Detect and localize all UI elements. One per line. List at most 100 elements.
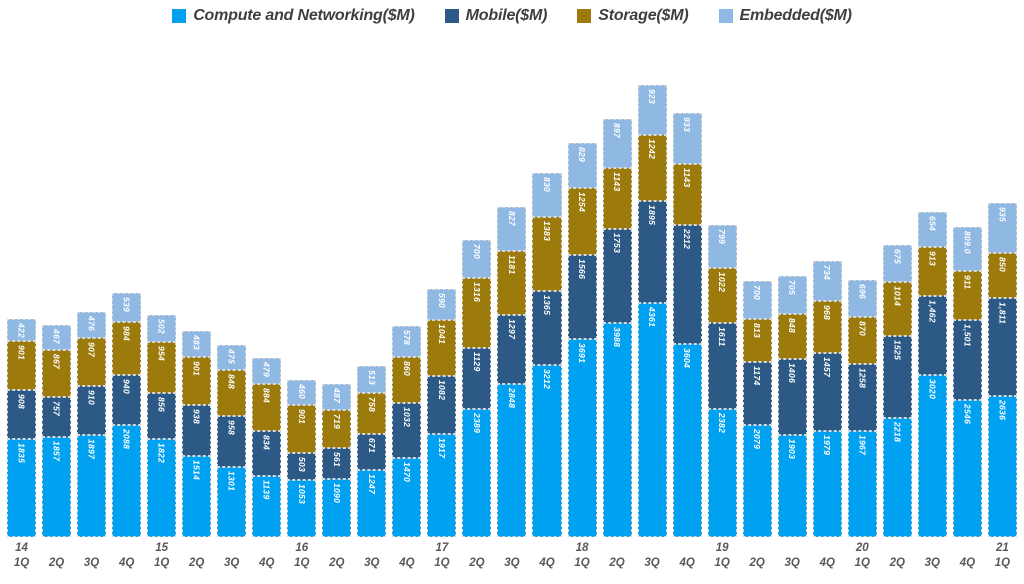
- x-axis-category: 14 1Q: [7, 541, 36, 571]
- segment-value-label: 1566: [577, 258, 588, 279]
- segment-value-label: 3691: [577, 342, 588, 363]
- x-axis-category: 2Q: [182, 541, 211, 571]
- segment-value-label: 911: [962, 274, 973, 290]
- bar-column: 487 719 561 1090: [322, 85, 352, 537]
- x-axis-category: 4Q: [112, 541, 141, 571]
- legend-label-storage: Storage($M): [598, 7, 689, 24]
- bar-segment-embedded: 654: [917, 212, 947, 248]
- stacked-bar: 829 1254 1566 3691: [567, 143, 597, 537]
- bar-segment-compute: 3020: [917, 374, 947, 537]
- segment-value-label: 848: [226, 374, 237, 390]
- segment-value-label: 1525: [892, 340, 903, 361]
- bar-segment-embedded: 829: [567, 143, 597, 188]
- stacked-bar: 799 1022 1611 2382: [707, 224, 737, 537]
- segment-value-label: 1917: [436, 438, 447, 459]
- bar-segment-embedded: 700: [742, 281, 772, 319]
- bar-column: 513 758 671 1247: [357, 85, 387, 537]
- stacked-bar: 923 1242 1895 4361: [637, 85, 667, 537]
- segment-value-label: 539: [121, 296, 132, 312]
- x-axis-category: 2Q: [603, 541, 632, 571]
- bar-segment-storage: 901: [7, 341, 37, 390]
- bar-segment-compute: 1917: [427, 434, 457, 537]
- x-axis-category: 3Q: [357, 541, 386, 571]
- bar-segment-mobile: 561: [322, 448, 352, 479]
- segment-value-label: 1297: [506, 318, 517, 339]
- segment-value-label: 827: [506, 210, 517, 226]
- x-axis-quarter-label: 1Q: [994, 557, 1011, 569]
- stacked-bar: 479 884 834 1139: [252, 357, 282, 537]
- legend-item-storage: Storage($M): [577, 7, 689, 25]
- bar-column: 467 867 757 1857: [42, 85, 72, 537]
- x-axis-category: 4Q: [532, 541, 561, 571]
- x-axis-category: 2Q: [883, 541, 912, 571]
- x-axis-category: 2Q: [322, 541, 351, 571]
- segment-value-label: 696: [857, 283, 868, 299]
- segment-value-label: 1383: [541, 221, 552, 242]
- segment-value-label: 984: [121, 325, 132, 341]
- x-axis-quarter-label: 2Q: [48, 557, 65, 569]
- x-axis-quarter-label: 4Q: [399, 557, 415, 569]
- segment-value-label: 870: [857, 321, 868, 337]
- bar-segment-compute: 2382: [707, 409, 737, 537]
- segment-value-label: 1,462: [927, 300, 938, 324]
- x-axis-year-label: [603, 541, 632, 556]
- x-axis-year-label: [357, 541, 386, 556]
- x-axis-year-label: [112, 541, 141, 556]
- segment-value-label: 1082: [436, 380, 447, 401]
- bar-segment-compute: 2079: [742, 425, 772, 537]
- x-axis-quarter-label: 2Q: [329, 557, 345, 569]
- x-axis-year-label: 19: [715, 542, 729, 554]
- x-axis-category: 17 1Q: [427, 541, 456, 571]
- x-axis-category: 3Q: [638, 541, 667, 571]
- bar-column: 700 813 1174 2079: [742, 85, 772, 537]
- segment-value-label: 2088: [121, 428, 132, 450]
- bar-segment-compute: 3604: [672, 343, 702, 537]
- bar-segment-embedded: 539: [112, 292, 142, 322]
- legend-item-embedded: Embedded($M): [718, 7, 852, 25]
- x-axis-category: 19 1Q: [708, 541, 737, 571]
- bar-segment-mobile: 1129: [462, 348, 492, 409]
- segment-value-label: 867: [51, 354, 62, 370]
- segment-value-label: 4361: [647, 306, 658, 328]
- bar-segment-embedded: 705: [777, 276, 807, 314]
- segment-value-label: 1181: [506, 255, 517, 275]
- bar-segment-mobile: 856: [147, 393, 177, 440]
- bar-segment-embedded: 809.0: [952, 227, 982, 271]
- segment-value-label: 940: [121, 378, 132, 394]
- bar-segment-embedded: 734: [812, 261, 842, 301]
- x-axis-year-label: [778, 541, 807, 556]
- legend-label-compute: Compute and Networking($M): [193, 7, 415, 24]
- x-axis-year-label: [392, 541, 421, 556]
- segment-value-label: 1174: [752, 366, 763, 386]
- segment-value-label: 502: [156, 319, 167, 335]
- bar-segment-mobile: 503: [287, 453, 317, 481]
- segment-value-label: 1611: [717, 326, 728, 347]
- bar-segment-embedded: 578: [392, 325, 422, 357]
- segment-value-label: 856: [156, 397, 167, 413]
- x-axis-quarter-label: 4Q: [819, 557, 835, 569]
- x-axis-category: 2Q: [462, 541, 491, 571]
- segment-value-label: 513: [366, 369, 377, 385]
- x-axis-quarter-label: 2Q: [609, 557, 625, 569]
- x-axis-year-label: 17: [435, 542, 449, 554]
- bar-column: 734 968 1457 1979: [812, 85, 842, 537]
- segment-value-label: 1247: [366, 474, 377, 495]
- stacked-bar: 935 850 1,811 2636: [987, 202, 1017, 537]
- segment-value-label: 1041: [436, 324, 447, 345]
- bar-segment-storage: 911: [952, 270, 982, 320]
- x-axis-category: 2Q: [743, 541, 772, 571]
- x-axis-category: 3Q: [778, 541, 807, 571]
- bar-segment-storage: 1022: [707, 267, 737, 323]
- bar-segment-mobile: 1,462: [917, 296, 947, 375]
- bar-segment-embedded: 799: [707, 224, 737, 268]
- bar-segment-compute: 1247: [357, 470, 387, 537]
- bar-segment-storage: 1041: [427, 320, 457, 377]
- bar-segment-storage: 813: [742, 318, 772, 363]
- bar-segment-storage: 901: [287, 405, 317, 454]
- bar-column: 479 884 834 1139: [252, 85, 282, 537]
- x-axis-year-label: [462, 541, 491, 556]
- x-axis-year-label: 21: [995, 542, 1009, 554]
- segment-value-label: 1979: [822, 434, 833, 455]
- segment-value-label: 1090: [331, 482, 342, 503]
- bar-segment-compute: 1857: [42, 437, 72, 537]
